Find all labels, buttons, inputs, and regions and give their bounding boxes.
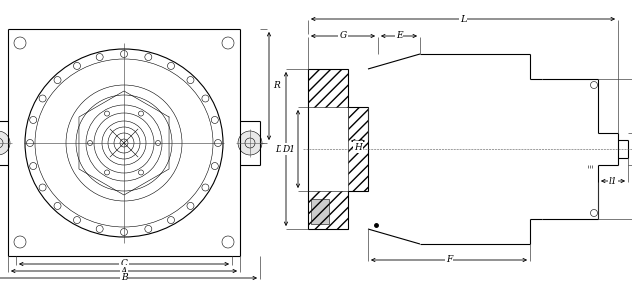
Circle shape [30,116,37,124]
Circle shape [187,202,194,209]
Bar [311,199,329,224]
Circle shape [202,95,209,102]
Circle shape [167,62,174,69]
Bar [348,107,368,191]
Bar [308,69,348,107]
Text: E: E [396,32,403,41]
Text: C: C [121,260,128,268]
Circle shape [121,51,128,57]
Text: D1: D1 [283,145,296,153]
Circle shape [155,141,161,145]
Circle shape [0,131,10,155]
Circle shape [138,111,143,116]
Circle shape [30,162,37,170]
Text: D: D [276,145,283,153]
Circle shape [187,77,194,83]
Bar [308,191,348,229]
Text: R: R [274,82,281,91]
Text: F: F [446,256,452,264]
Circle shape [96,53,103,60]
Circle shape [138,170,143,175]
Circle shape [145,53,152,60]
Circle shape [73,217,80,224]
Circle shape [96,225,103,233]
Circle shape [73,62,80,69]
Text: G: G [339,32,346,41]
Circle shape [39,184,46,191]
Text: A: A [121,266,127,275]
Circle shape [104,170,109,175]
Circle shape [54,202,61,209]
Text: H: H [354,143,362,151]
Circle shape [214,139,221,147]
Circle shape [104,111,109,116]
Circle shape [167,217,174,224]
Text: L: L [459,14,466,24]
Text: l1: l1 [609,176,617,185]
Circle shape [211,116,218,124]
Circle shape [54,77,61,83]
Text: B: B [121,273,127,283]
Circle shape [39,95,46,102]
Circle shape [27,139,33,147]
Circle shape [211,162,218,170]
Circle shape [238,131,262,155]
Circle shape [121,229,128,235]
Circle shape [87,141,92,145]
Circle shape [202,184,209,191]
Circle shape [145,225,152,233]
